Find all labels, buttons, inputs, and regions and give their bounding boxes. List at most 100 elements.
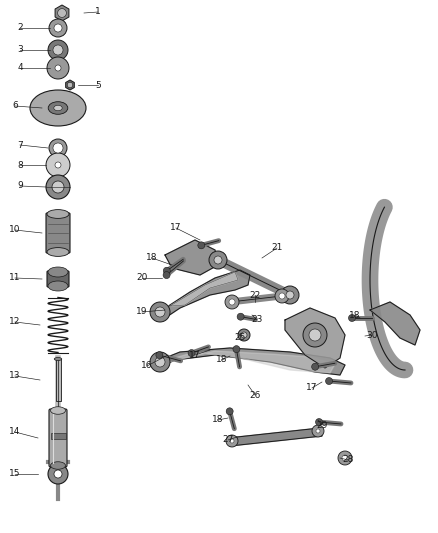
Circle shape bbox=[49, 139, 67, 157]
Circle shape bbox=[233, 345, 240, 353]
Text: 22: 22 bbox=[249, 290, 261, 300]
Text: 28: 28 bbox=[343, 456, 354, 464]
Circle shape bbox=[315, 418, 322, 425]
Ellipse shape bbox=[48, 102, 68, 114]
Circle shape bbox=[54, 470, 62, 478]
Text: 21: 21 bbox=[271, 244, 283, 253]
Circle shape bbox=[349, 314, 356, 321]
Circle shape bbox=[241, 332, 247, 338]
Circle shape bbox=[238, 329, 250, 341]
FancyBboxPatch shape bbox=[49, 409, 67, 467]
Circle shape bbox=[54, 24, 62, 32]
Ellipse shape bbox=[54, 106, 62, 111]
Circle shape bbox=[281, 286, 299, 304]
Circle shape bbox=[55, 65, 61, 71]
Text: 4: 4 bbox=[17, 63, 23, 72]
Circle shape bbox=[150, 352, 170, 372]
Text: 11: 11 bbox=[9, 273, 21, 282]
Text: 13: 13 bbox=[9, 372, 21, 381]
Text: 18: 18 bbox=[212, 416, 224, 424]
Text: 27: 27 bbox=[223, 435, 234, 445]
Circle shape bbox=[163, 267, 170, 274]
Ellipse shape bbox=[50, 462, 66, 469]
Text: 23: 23 bbox=[251, 316, 263, 325]
Polygon shape bbox=[66, 80, 74, 90]
Circle shape bbox=[303, 323, 327, 347]
Circle shape bbox=[52, 181, 64, 193]
Polygon shape bbox=[155, 270, 250, 320]
Circle shape bbox=[214, 256, 222, 264]
Text: 30: 30 bbox=[366, 330, 378, 340]
Polygon shape bbox=[170, 272, 238, 306]
Circle shape bbox=[286, 291, 294, 299]
Polygon shape bbox=[155, 348, 345, 375]
Text: 9: 9 bbox=[17, 182, 23, 190]
Circle shape bbox=[46, 175, 70, 199]
Text: 3: 3 bbox=[17, 45, 23, 54]
Text: 18: 18 bbox=[349, 311, 361, 319]
Circle shape bbox=[229, 299, 235, 305]
Polygon shape bbox=[165, 351, 335, 373]
Text: 18: 18 bbox=[146, 254, 158, 262]
Polygon shape bbox=[285, 308, 345, 368]
Text: 19: 19 bbox=[136, 308, 148, 317]
Circle shape bbox=[156, 352, 163, 359]
Circle shape bbox=[188, 350, 195, 357]
Text: 17: 17 bbox=[170, 223, 182, 232]
Circle shape bbox=[155, 307, 165, 317]
Bar bbox=[56, 359, 60, 401]
Bar bbox=[50, 432, 66, 439]
Circle shape bbox=[155, 357, 165, 367]
Polygon shape bbox=[55, 5, 69, 21]
Circle shape bbox=[49, 19, 67, 37]
Circle shape bbox=[237, 313, 244, 320]
Ellipse shape bbox=[47, 248, 69, 256]
Text: 17: 17 bbox=[306, 384, 318, 392]
Circle shape bbox=[312, 425, 324, 437]
Circle shape bbox=[226, 408, 233, 415]
Circle shape bbox=[225, 295, 239, 309]
Ellipse shape bbox=[30, 90, 86, 126]
Polygon shape bbox=[165, 240, 218, 275]
Text: 1: 1 bbox=[95, 7, 101, 17]
Circle shape bbox=[58, 9, 67, 18]
Polygon shape bbox=[370, 302, 420, 345]
Circle shape bbox=[309, 329, 321, 341]
Circle shape bbox=[342, 455, 348, 461]
Ellipse shape bbox=[48, 267, 68, 277]
Text: 26: 26 bbox=[249, 391, 261, 400]
Text: 7: 7 bbox=[17, 141, 23, 149]
Text: 17: 17 bbox=[189, 351, 201, 359]
Circle shape bbox=[325, 377, 332, 384]
Text: 25: 25 bbox=[234, 334, 246, 343]
Text: 8: 8 bbox=[17, 160, 23, 169]
Text: 16: 16 bbox=[141, 361, 153, 370]
Circle shape bbox=[48, 464, 68, 484]
Circle shape bbox=[163, 272, 170, 279]
Circle shape bbox=[46, 153, 70, 177]
Circle shape bbox=[150, 302, 170, 322]
Text: 14: 14 bbox=[9, 427, 21, 437]
Circle shape bbox=[47, 57, 69, 79]
Text: 10: 10 bbox=[9, 225, 21, 235]
Circle shape bbox=[226, 435, 238, 447]
Circle shape bbox=[209, 251, 227, 269]
Circle shape bbox=[338, 451, 352, 465]
Circle shape bbox=[53, 45, 63, 55]
FancyBboxPatch shape bbox=[47, 271, 69, 287]
Circle shape bbox=[198, 242, 205, 249]
Text: 5: 5 bbox=[95, 80, 101, 90]
Text: 6: 6 bbox=[12, 101, 18, 110]
Ellipse shape bbox=[48, 281, 68, 291]
Circle shape bbox=[53, 143, 63, 153]
Circle shape bbox=[275, 289, 289, 303]
Text: 12: 12 bbox=[9, 318, 21, 327]
Text: 18: 18 bbox=[216, 356, 228, 365]
Circle shape bbox=[48, 40, 68, 60]
Circle shape bbox=[67, 82, 73, 88]
Ellipse shape bbox=[50, 407, 66, 414]
FancyBboxPatch shape bbox=[46, 213, 70, 253]
Text: 2: 2 bbox=[17, 23, 23, 33]
Circle shape bbox=[279, 293, 285, 299]
Text: 29: 29 bbox=[316, 421, 328, 430]
